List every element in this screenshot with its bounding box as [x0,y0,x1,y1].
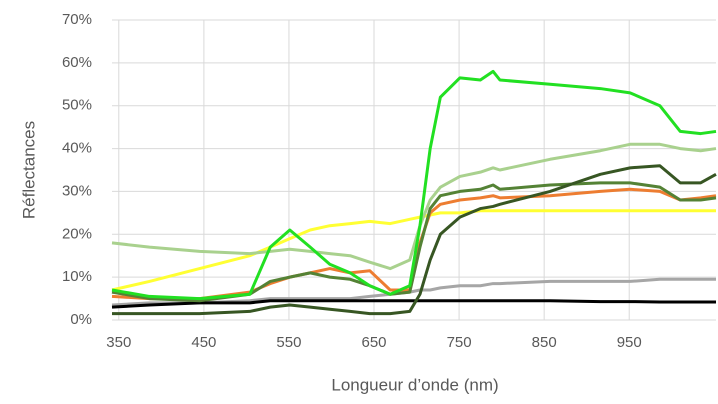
x-axis-label: Longueur d’onde (nm) [331,375,498,394]
x-tick-label: 550 [276,334,301,351]
series-line [111,142,717,271]
y-tick-label: 30% [62,182,92,199]
series-line [111,181,717,303]
series-line [111,277,716,307]
y-tick-label: 70% [62,11,92,28]
y-tick-label: 50% [62,97,92,114]
y-tick-label: 0% [70,311,92,328]
y-tick-label: 10% [62,268,92,285]
x-tick-label: 350 [106,334,131,351]
y-tick-label: 40% [62,140,92,157]
y-axis-label: Réflectances [19,121,38,219]
series-line [111,299,716,309]
y-tick-label: 20% [62,225,92,242]
x-tick-label: 650 [362,334,387,351]
series-line [112,164,717,316]
x-tick-label: 950 [617,334,642,351]
x-tick-label: 450 [191,334,216,351]
x-tick-label: 750 [447,334,472,351]
series-line [111,69,717,301]
y-tick-label: 60% [62,54,92,71]
x-tick-label: 850 [532,334,557,351]
